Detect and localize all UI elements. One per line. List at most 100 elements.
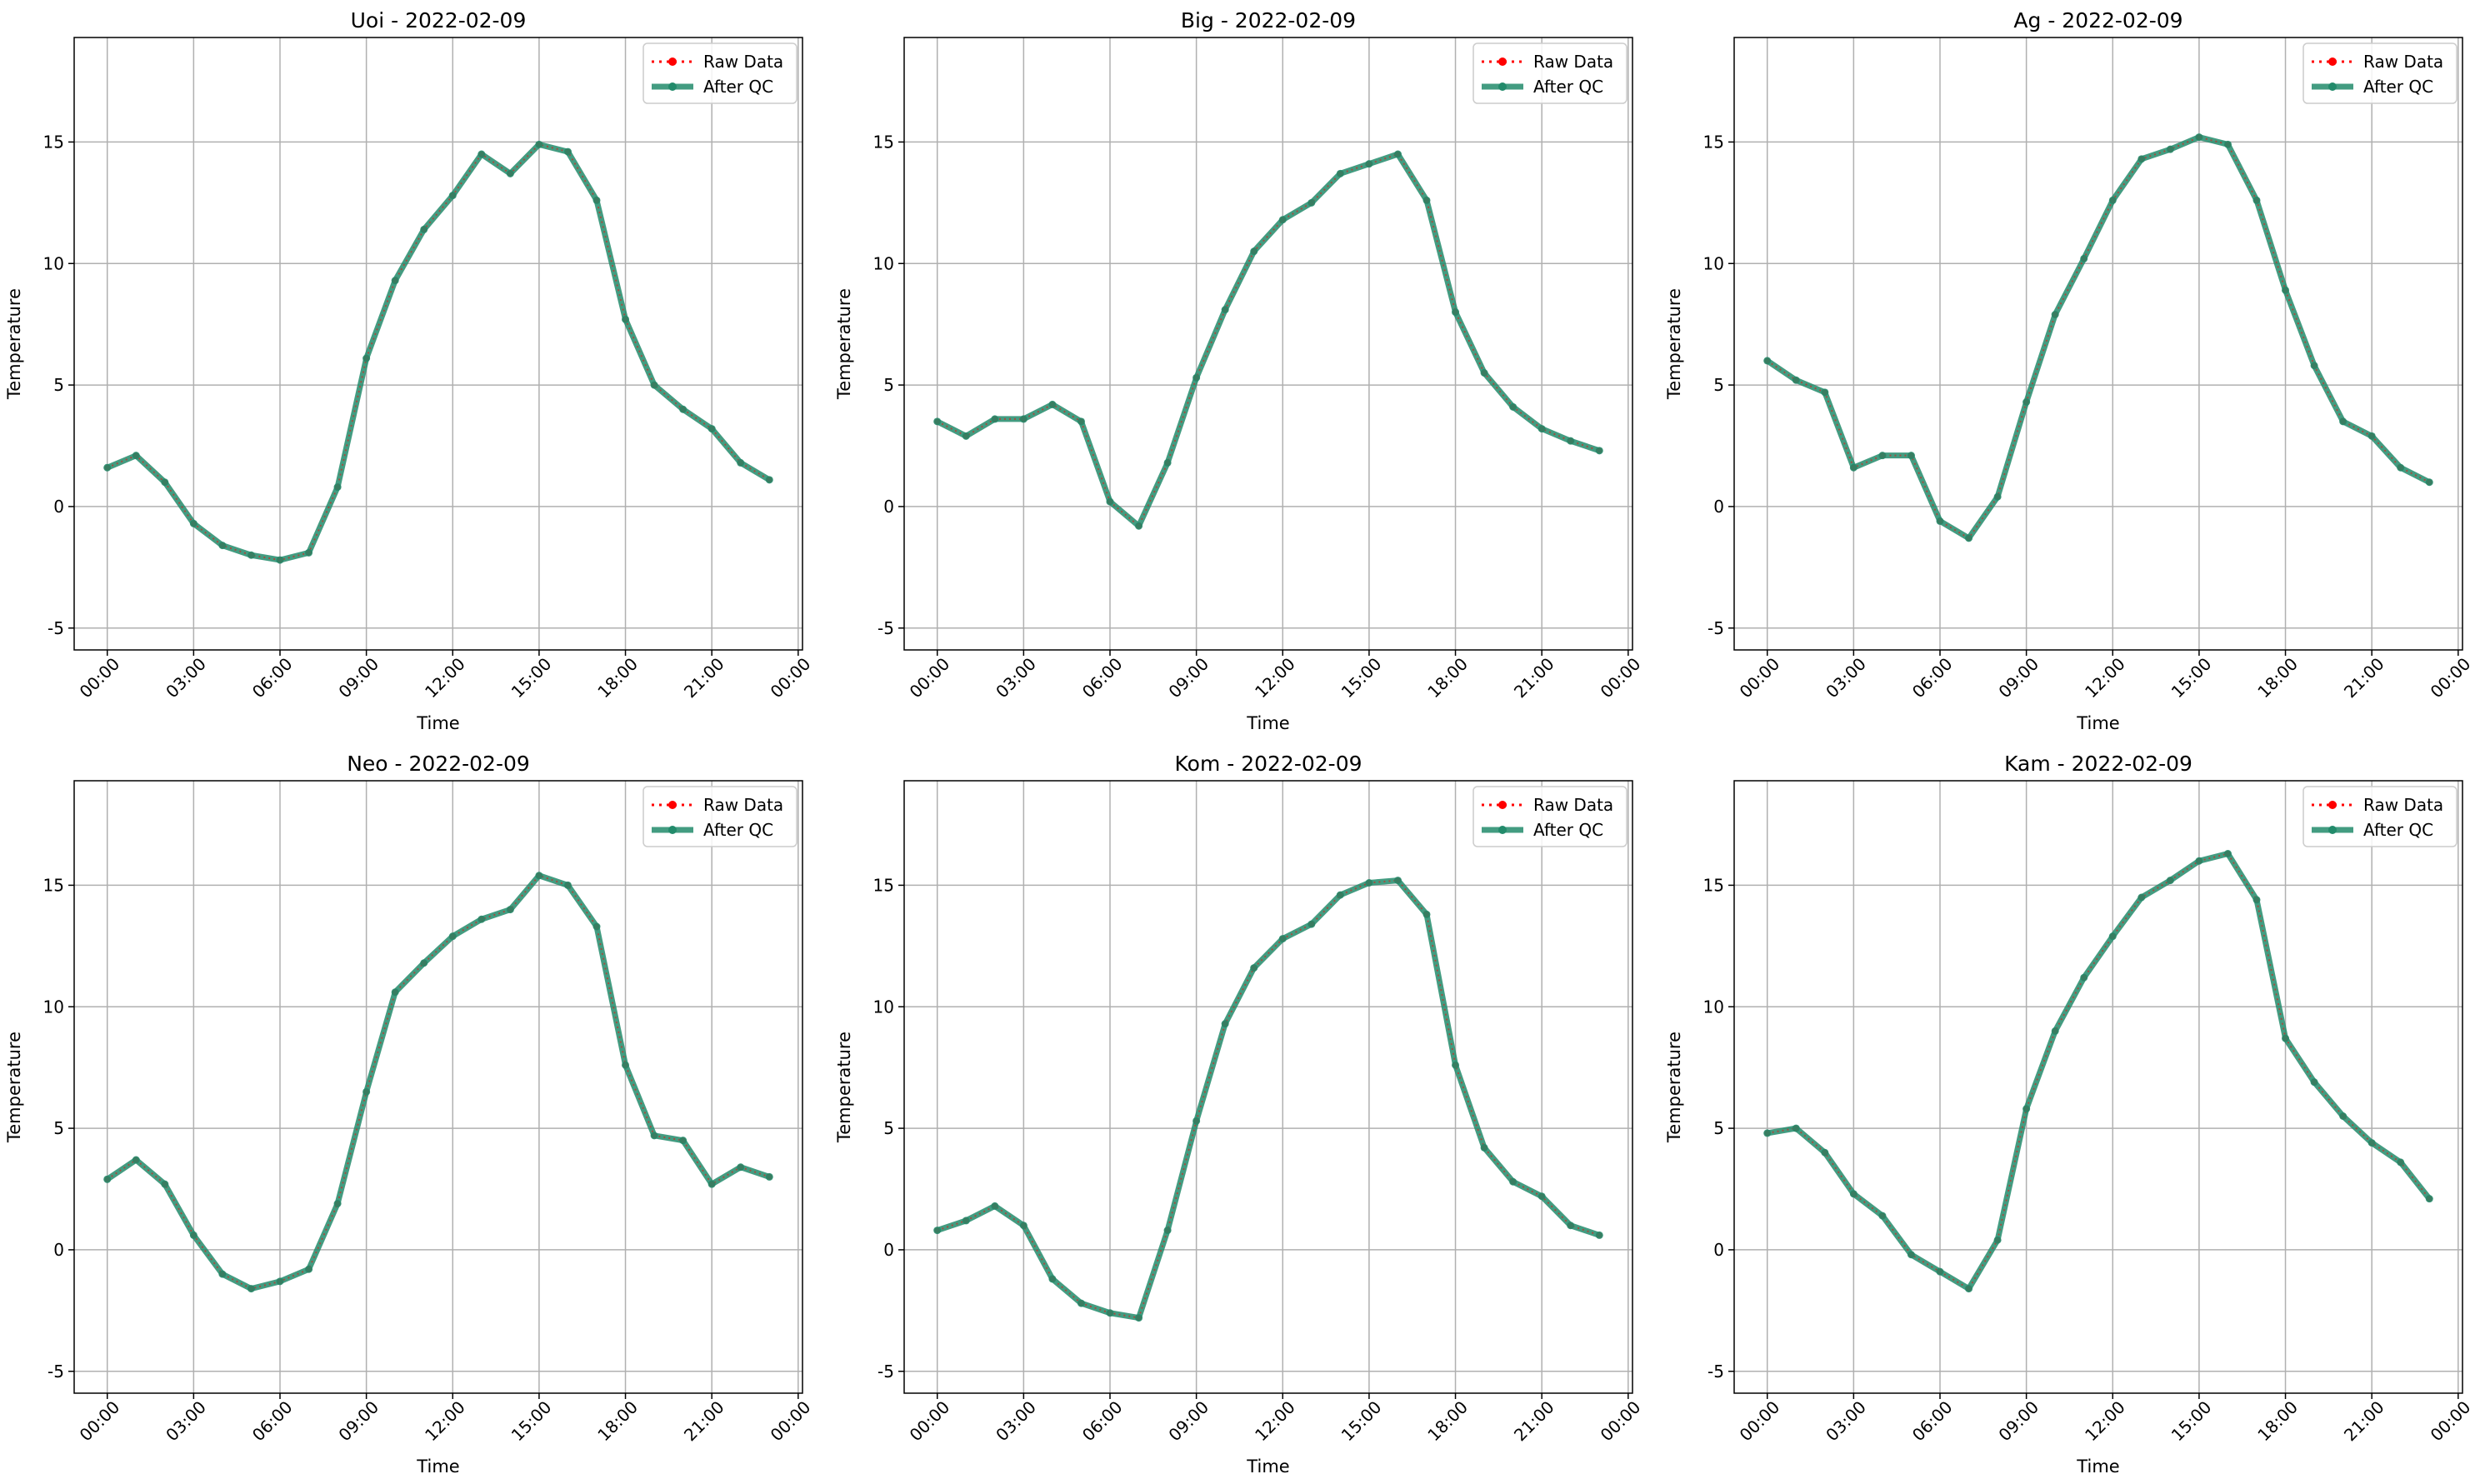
after-qc-point [1509, 1177, 1518, 1186]
after-qc-point [1567, 1222, 1575, 1230]
y-tick-label: -5 [48, 1362, 64, 1382]
after-qc-point [1480, 1143, 1488, 1152]
series-line-after-qc [105, 872, 771, 1292]
axes-frame [1733, 37, 2463, 651]
after-qc-point [622, 315, 630, 323]
y-axis-label: Temperature [4, 288, 24, 400]
legend: Raw Data After QC [642, 42, 798, 104]
legend-label-qc: After QC [1533, 77, 1603, 97]
after-qc-point [1135, 522, 1143, 530]
after-qc-point [1595, 1231, 1603, 1239]
after-qc-point [1019, 1222, 1028, 1230]
y-tick-label: -5 [1708, 1362, 1724, 1382]
after-qc-point [362, 1087, 371, 1096]
series-line-after-qc [936, 877, 1601, 1322]
x-tick-label: 09:00 [1164, 654, 1212, 702]
y-tick-label: 0 [53, 497, 64, 517]
after-qc-point [2339, 417, 2348, 426]
after-qc-point [2223, 850, 2232, 857]
y-tick-label: 10 [1703, 253, 1724, 273]
after-qc-point [1077, 417, 1085, 426]
legend-raw-marker [668, 801, 677, 809]
after-qc-point [478, 915, 486, 923]
x-tick-label: 09:00 [1164, 1397, 1212, 1446]
legend-qc-marker [1498, 826, 1507, 834]
after-qc-point [2425, 478, 2433, 487]
after-qc-point [622, 1061, 630, 1069]
after-qc-point [708, 1180, 716, 1188]
grid [904, 37, 1632, 650]
subplot-0: -5 0 5 10 15 00:00 03:00 06:00 09:00 12:00 15:00 18… [4, 8, 814, 733]
y-tick-label: 5 [1713, 375, 1724, 395]
after-qc-point [2138, 155, 2146, 163]
x-tick-label: 00:00 [76, 1397, 124, 1446]
x-tick-label: 03:00 [992, 654, 1040, 702]
x-tick-label: 00:00 [2427, 654, 2475, 702]
after-qc-point [448, 192, 457, 200]
after-qc-point [1048, 400, 1057, 408]
after-qc-point [962, 1217, 970, 1225]
after-qc-point [1965, 534, 1973, 542]
after-qc-point [247, 551, 255, 559]
after-qc-point [1048, 1275, 1057, 1283]
subplot-title: Neo - 2022-02-09 [347, 752, 530, 776]
x-tick-label: 06:00 [248, 654, 297, 702]
x-tick-label: 00:00 [1597, 654, 1645, 702]
subplot-title: Ag - 2022-02-09 [2013, 8, 2182, 32]
after-qc-point [1365, 879, 1373, 887]
after-qc-point [1509, 402, 1518, 411]
after-qc-point [362, 354, 371, 362]
x-tick-label: 00:00 [2427, 1397, 2475, 1446]
after-qc-point [218, 1270, 227, 1278]
after-qc-point [1278, 216, 1287, 224]
x-tick-label: 00:00 [767, 1397, 815, 1446]
after-qc-point [189, 1231, 198, 1239]
x-tick-label: 09:00 [1994, 1397, 2042, 1446]
y-axis-label: Temperature [1664, 288, 1684, 400]
after-qc-point [305, 1265, 313, 1273]
after-qc-point [1393, 150, 1402, 158]
y-tick-label: 0 [1713, 1240, 1724, 1260]
axes-frame [903, 780, 1633, 1394]
after-qc-point [189, 519, 198, 527]
legend-label-raw: Raw Data [703, 795, 783, 815]
after-qc-point [161, 478, 169, 487]
x-tick-label: 18:00 [2253, 654, 2302, 702]
subplot-3: -5 0 5 10 15 00:00 03:00 06:00 09:00 12:00 15:00 18… [4, 752, 814, 1477]
y-tick-label: 5 [53, 1118, 64, 1138]
after-qc-point [737, 458, 745, 467]
legend: Raw Data After QC [2302, 42, 2458, 104]
grid [74, 781, 802, 1393]
subplot-title: Kom - 2022-02-09 [1175, 752, 1362, 776]
y-tick-label: 0 [883, 497, 894, 517]
after-qc-point [1135, 1314, 1143, 1322]
y-tick-label: 15 [873, 132, 894, 152]
after-qc-point [1393, 877, 1402, 885]
after-qc-point [1878, 1212, 1887, 1220]
x-tick-label: 00:00 [1736, 654, 1784, 702]
after-qc-point [2080, 254, 2088, 262]
after-qc-point [1163, 1227, 1172, 1235]
after-qc-point [2022, 398, 2031, 406]
after-qc-point [1192, 1117, 1201, 1125]
y-axis-label: Temperature [1664, 1032, 1684, 1143]
x-axis-label: Time [1246, 1457, 1289, 1477]
after-qc-point [1106, 497, 1114, 506]
after-qc-point [161, 1180, 169, 1188]
grid [74, 37, 802, 650]
after-qc-point [991, 415, 999, 423]
x-tick-label: 06:00 [1908, 1397, 1957, 1446]
after-qc-point [933, 1227, 942, 1235]
after-qc-point [765, 1172, 773, 1181]
after-qc-point [2397, 1158, 2405, 1167]
after-qc-point [1163, 458, 1172, 467]
y-tick-label: 10 [43, 253, 64, 273]
after-qc-point [679, 405, 688, 413]
after-qc-point [2339, 1112, 2348, 1120]
after-qc-point [1019, 415, 1028, 423]
grid [1734, 781, 2462, 1393]
legend-qc-marker [1498, 82, 1507, 91]
x-tick-label: 18:00 [1423, 654, 1472, 702]
x-tick-label: 18:00 [593, 654, 642, 702]
after-qc-point [1308, 920, 1316, 928]
